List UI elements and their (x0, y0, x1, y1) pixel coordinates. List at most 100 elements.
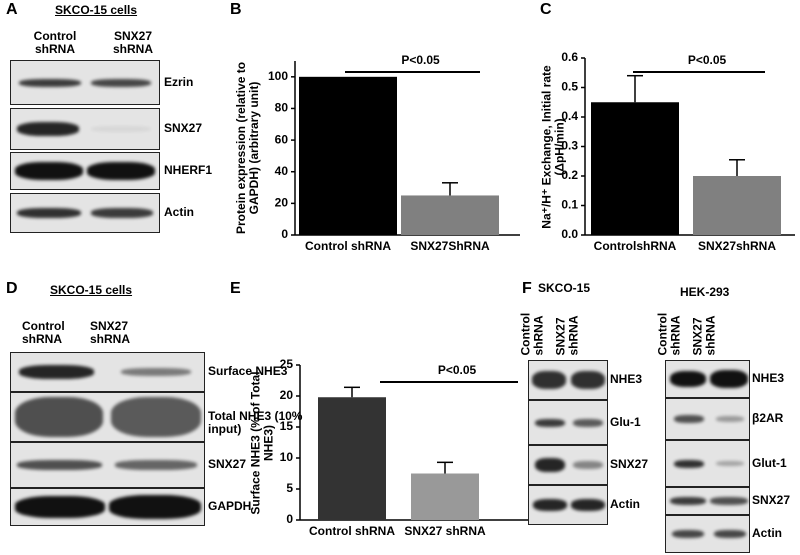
blot-label: GAPDH (208, 499, 252, 513)
band (91, 208, 153, 218)
western-blot (528, 400, 608, 445)
blot-label: Actin (752, 526, 782, 540)
western-blot (528, 485, 608, 525)
x-tick-label: Control shRNA (309, 524, 395, 538)
y-tick-label: 60 (275, 132, 289, 146)
band (533, 499, 567, 511)
y-axis-label: Protein expression (relative to GAPDH) (… (234, 61, 261, 235)
y-tick-label: 0.0 (561, 227, 578, 241)
y-tick-label: 20 (280, 388, 294, 402)
lane-label: SNX27 shRNA (112, 29, 153, 56)
western-blot (10, 352, 205, 392)
y-tick-label: 10 (280, 450, 294, 464)
lane-label: Control shRNA (655, 312, 683, 356)
x-tick-label: SNX27shRNA (698, 239, 776, 253)
y-tick-label: 0.4 (561, 109, 578, 123)
western-blot (665, 487, 750, 515)
y-tick-label: 0.6 (561, 50, 578, 64)
western-blot (528, 445, 608, 485)
blot-label: NHE3 (610, 372, 643, 386)
y-tick-label: 100 (268, 69, 288, 83)
blot-label: NHE3 (752, 371, 785, 385)
band (573, 418, 603, 427)
y-tick-label: 5 (286, 481, 293, 495)
blot-label: Surface NHE3 (208, 364, 288, 378)
blot-label: Actin (164, 205, 194, 219)
panel-label: A (6, 1, 18, 18)
band (714, 530, 746, 538)
y-tick-label: 40 (275, 164, 289, 178)
western-blot (665, 440, 750, 487)
band (17, 460, 102, 470)
band (571, 499, 605, 511)
lane-label: Control shRNA (33, 29, 77, 56)
y-tick-label: 25 (280, 357, 294, 371)
blot-label: NHERF1 (164, 163, 213, 177)
band (15, 496, 105, 518)
y-axis-label: Surface NHE3 (% of Total NHE3) (248, 370, 275, 515)
band (535, 418, 565, 427)
western-blot (665, 398, 750, 440)
panel-label: D (6, 280, 18, 297)
band (710, 497, 748, 505)
band (19, 78, 81, 87)
annotation: P<0.05 (688, 53, 727, 67)
x-tick-label: SNX27ShRNA (410, 239, 490, 253)
y-tick-label: 0.2 (561, 168, 578, 182)
y-tick-label: 15 (280, 419, 294, 433)
bar (299, 76, 397, 236)
bar (591, 102, 679, 235)
western-blot (10, 442, 205, 488)
blot-label: β2AR (752, 411, 784, 425)
x-tick-label: ControlshRNA (594, 239, 677, 253)
band (17, 208, 81, 218)
x-tick-label: Control shRNA (305, 239, 391, 253)
blot-label: Glu-1 (610, 414, 641, 429)
blot-label: SNX27 (164, 121, 203, 135)
group-title: SKCO-15 (538, 281, 591, 295)
blot-label: SNX27 (752, 493, 791, 507)
band (674, 459, 704, 468)
panel-title: SKCO-15 cells (50, 283, 133, 297)
blot-label: Ezrin (164, 74, 194, 89)
band (672, 530, 704, 538)
y-tick-label: 0 (281, 227, 288, 241)
annotation: P<0.05 (438, 363, 477, 377)
band (91, 78, 151, 87)
western-blot (528, 360, 608, 400)
western-blot (10, 392, 205, 442)
lane-label: Control shRNA (518, 312, 546, 356)
y-tick-label: 0 (286, 512, 293, 526)
annotation: P<0.05 (401, 53, 440, 67)
blot-label: Actin (610, 497, 640, 511)
band (109, 495, 201, 519)
band (15, 397, 103, 437)
panel-label: C (540, 1, 552, 18)
western-blot (665, 515, 750, 553)
bar (411, 473, 479, 520)
group-title: HEK-293 (680, 285, 730, 299)
lane-label: SNX27 shRNA (690, 315, 718, 356)
y-tick-label: 0.1 (561, 198, 578, 212)
western-blot (10, 152, 160, 190)
band (573, 461, 603, 469)
bar (401, 195, 499, 235)
y-tick-label: 0.3 (561, 139, 578, 153)
panel-title: SKCO-15 cells (55, 3, 138, 17)
band (670, 497, 706, 505)
band (532, 371, 566, 389)
band (15, 162, 83, 180)
band (115, 460, 197, 470)
western-blot (10, 108, 160, 150)
western-blot (10, 60, 160, 105)
blot-label: Total NHE3 (10% input) (208, 409, 303, 436)
blot-label: SNX27 (610, 457, 649, 471)
band (670, 371, 706, 387)
band (571, 371, 605, 389)
panel-label: B (230, 1, 242, 18)
band (716, 416, 744, 422)
blot-label: SNX27 (208, 457, 247, 471)
band (87, 162, 155, 180)
band (710, 370, 748, 388)
